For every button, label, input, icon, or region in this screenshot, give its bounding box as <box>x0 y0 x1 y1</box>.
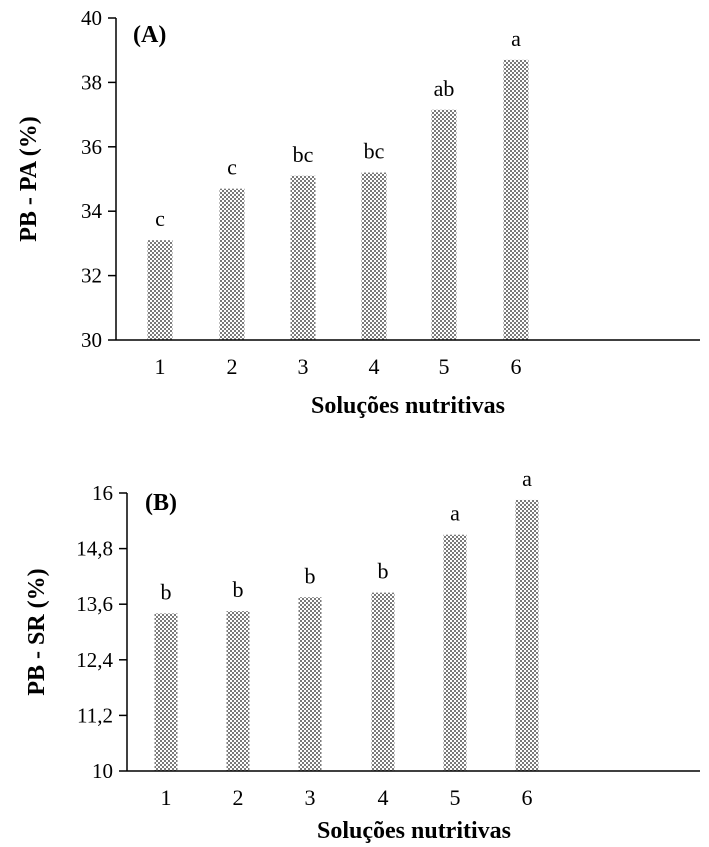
y-tick-label: 32 <box>81 264 102 288</box>
significance-letter: a <box>522 466 532 491</box>
x-axis-title-a: Soluções nutritivas <box>311 393 505 419</box>
y-tick-label: 16 <box>92 481 113 505</box>
bar-2 <box>226 611 250 771</box>
x-tick-label: 3 <box>305 785 316 810</box>
x-tick-label: 4 <box>369 354 380 379</box>
bar-4 <box>361 172 387 340</box>
x-tick-label: 1 <box>155 354 166 379</box>
x-tick-label: 5 <box>439 354 450 379</box>
x-axis-title-b: Soluções nutritivas <box>317 818 511 844</box>
bar-1 <box>154 613 178 771</box>
bar-3 <box>298 597 322 771</box>
panel-label-b: (B) <box>145 490 177 516</box>
x-tick-label: 4 <box>378 785 389 810</box>
y-tick-label: 13,6 <box>76 592 113 616</box>
significance-letter: b <box>161 579 172 604</box>
x-tick-label: 2 <box>227 354 238 379</box>
x-ticks-b: 1 2 3 4 5 6 <box>161 785 533 810</box>
y-axis-title-b: PB - SR (%) <box>24 568 50 695</box>
x-tick-label: 5 <box>450 785 461 810</box>
bar-1 <box>147 240 173 340</box>
significance-letter: c <box>155 206 165 231</box>
y-tick-label: 40 <box>81 6 102 30</box>
significance-letter: ab <box>434 76 455 101</box>
letters-a: c c bc bc ab a <box>155 26 521 231</box>
significance-letter: c <box>227 155 237 180</box>
x-tick-label: 1 <box>161 785 172 810</box>
x-tick-label: 6 <box>522 785 533 810</box>
bars-b <box>154 499 539 771</box>
y-ticks-b: 10 11,2 12,4 13,6 14,8 16 <box>76 481 127 783</box>
y-tick-label: 38 <box>81 70 102 94</box>
bar-5 <box>443 534 467 771</box>
y-tick-label: 11,2 <box>77 703 113 727</box>
x-ticks-a: 1 2 3 4 5 6 <box>155 354 522 379</box>
panel-label-a: (A) <box>133 22 166 48</box>
x-tick-label: 3 <box>298 354 309 379</box>
bar-6 <box>503 59 529 341</box>
significance-letter: b <box>378 559 389 584</box>
significance-letter: bc <box>364 139 385 164</box>
bar-6 <box>515 499 539 771</box>
y-tick-label: 12,4 <box>76 648 113 672</box>
x-tick-label: 2 <box>233 785 244 810</box>
significance-letter: b <box>233 577 244 602</box>
y-tick-label: 30 <box>81 328 102 352</box>
y-ticks-a: 30 32 34 36 38 40 <box>81 6 116 352</box>
significance-letter: b <box>305 563 316 588</box>
significance-letter: a <box>450 501 460 526</box>
bar-5 <box>431 109 457 341</box>
y-axis-title-a: PB - PA (%) <box>16 116 42 242</box>
y-tick-label: 14,8 <box>76 537 113 561</box>
bar-4 <box>371 592 395 771</box>
bar-3 <box>290 175 316 340</box>
y-tick-label: 36 <box>81 135 102 159</box>
chart-panel-b: b b b b a a 10 11,2 12,4 13,6 14,8 16 1 2 3 4 5 6 (B) S… <box>24 466 700 844</box>
bar-2 <box>219 188 245 340</box>
y-tick-label: 34 <box>81 199 103 223</box>
letters-b: b b b b a a <box>161 466 533 605</box>
y-tick-label: 10 <box>92 759 113 783</box>
significance-letter: a <box>511 26 521 51</box>
x-tick-label: 6 <box>511 354 522 379</box>
bars-a <box>147 59 529 341</box>
significance-letter: bc <box>293 142 314 167</box>
